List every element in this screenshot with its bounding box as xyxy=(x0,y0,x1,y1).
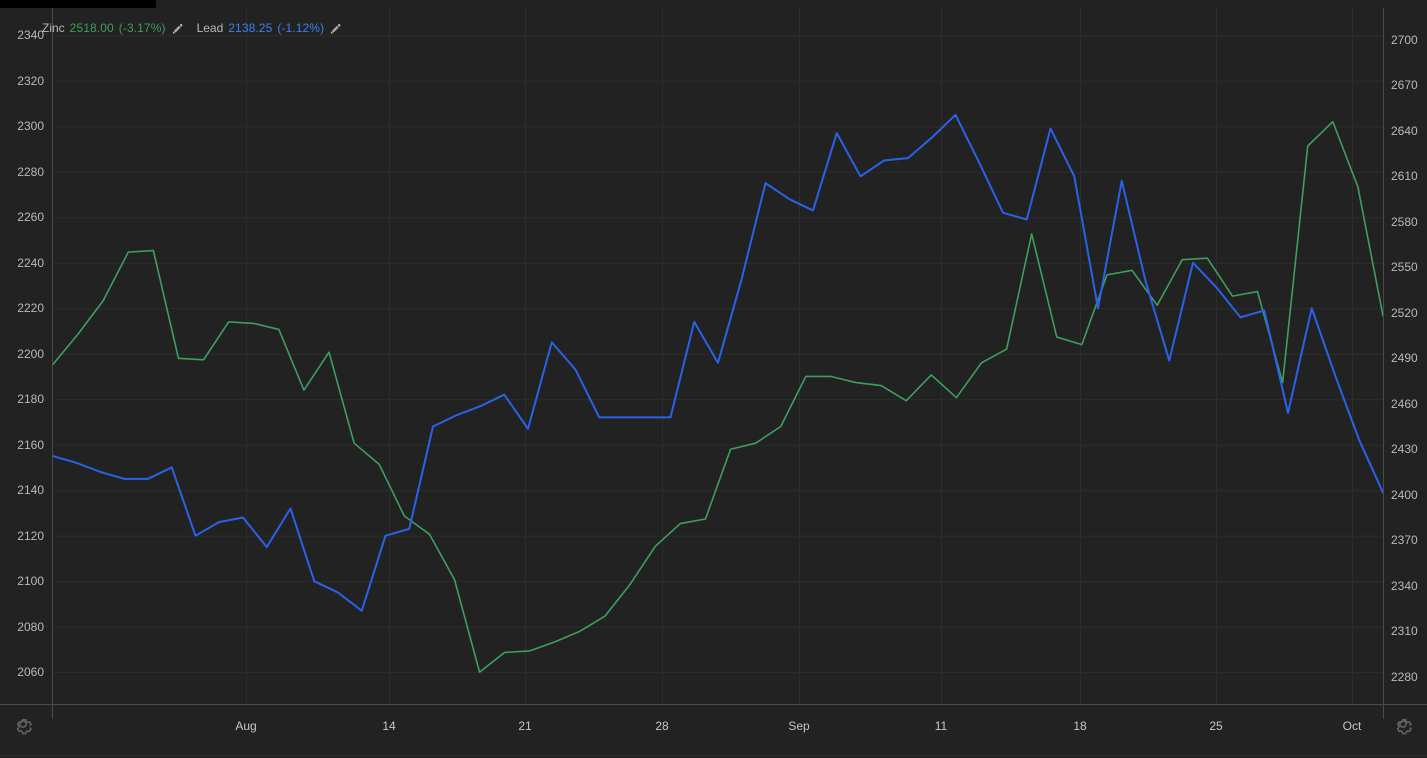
y-axis-left-tick: 2340 xyxy=(17,28,44,43)
y-axis-left-tick: 2140 xyxy=(17,483,44,498)
y-axis-right-tick: 2280 xyxy=(1391,669,1418,684)
x-axis-tick: 21 xyxy=(518,719,532,733)
legend-series-name-zinc: Zinc xyxy=(42,21,65,35)
gear-icon[interactable] xyxy=(12,713,34,735)
y-axis-left-tick: 2220 xyxy=(17,301,44,316)
x-axis-tick: Sep xyxy=(788,719,810,733)
window-bottom-frame xyxy=(0,755,1427,756)
y-axis-right-tick: 2610 xyxy=(1391,169,1418,184)
y-axis-left-tick: 2260 xyxy=(17,210,44,225)
y-axis-left-tick: 2120 xyxy=(17,528,44,543)
y-axis-left-tick: 2300 xyxy=(17,119,44,134)
legend-entry-zinc[interactable]: Zinc 2518.00 (-3.17%) xyxy=(42,19,183,37)
plot-right-border xyxy=(1383,8,1384,704)
x-axis-tick: 18 xyxy=(1073,719,1087,733)
plot-area[interactable] xyxy=(53,8,1383,704)
y-axis-right-tick: 2520 xyxy=(1391,305,1418,320)
y-axis-right-tick: 2430 xyxy=(1391,442,1418,457)
legend-series-value-lead: 2138.25 xyxy=(228,21,273,35)
y-axis-left-tick: 2280 xyxy=(17,164,44,179)
y-axis-left-tick: 2320 xyxy=(17,73,44,88)
pencil-icon[interactable] xyxy=(171,22,183,34)
legend-series-value-zinc: 2518.00 xyxy=(69,21,114,35)
x-axis-tick: Oct xyxy=(1342,719,1362,733)
y-axis-right-tick: 2550 xyxy=(1391,260,1418,275)
y-axis-right[interactable]: 2700 2670 2640 2610 2580 2550 2520 2490 2460 2430… xyxy=(1391,0,1427,704)
x-axis[interactable]: Aug 14 21 28 Sep 11 18 25 Oct xyxy=(0,704,1427,758)
legend-series-name-lead: Lead xyxy=(196,21,224,35)
y-axis-right-tick: 2370 xyxy=(1391,533,1418,548)
x-axis-tick: 14 xyxy=(382,719,396,733)
y-axis-right-tick: 2700 xyxy=(1391,32,1418,47)
y-axis-left-tick: 2060 xyxy=(17,665,44,680)
chart-legend: Zinc 2518.00 (-3.17%) Lead 2138.25 (-1.1… xyxy=(42,19,355,37)
x-axis-tick: 11 xyxy=(934,719,948,733)
series-line-lead xyxy=(53,113,1383,612)
y-axis-left-tick: 2200 xyxy=(17,346,44,361)
y-axis-left-tick: 2100 xyxy=(17,574,44,589)
plot-left-border xyxy=(52,8,53,704)
window-chrome-strip xyxy=(0,0,156,8)
legend-series-change-lead: (-1.12%) xyxy=(277,21,325,35)
y-axis-right-tick: 2340 xyxy=(1391,578,1418,593)
x-axis-tick: Aug xyxy=(235,719,257,733)
y-axis-right-tick: 2460 xyxy=(1391,396,1418,411)
plot-svg xyxy=(53,8,1383,704)
axis-stub-left xyxy=(52,705,53,719)
y-axis-right-tick: 2580 xyxy=(1391,214,1418,229)
y-axis-right-tick: 2670 xyxy=(1391,78,1418,93)
legend-series-change-zinc: (-3.17%) xyxy=(118,21,166,35)
legend-entry-lead[interactable]: Lead 2138.25 (-1.12%) xyxy=(197,19,342,37)
y-axis-right-tick: 2310 xyxy=(1391,624,1418,639)
y-axis-right-tick: 2400 xyxy=(1391,487,1418,502)
x-axis-tick: 28 xyxy=(655,719,669,733)
y-axis-right-tick: 2640 xyxy=(1391,123,1418,138)
y-axis-left-tick: 2160 xyxy=(17,437,44,452)
gear-icon[interactable] xyxy=(1392,713,1414,735)
gridlines xyxy=(53,8,1383,704)
y-axis-left-tick: 2080 xyxy=(17,619,44,634)
series-line-zinc xyxy=(53,120,1383,673)
series-lines xyxy=(53,113,1383,673)
y-axis-right-tick: 2490 xyxy=(1391,351,1418,366)
y-axis-left[interactable]: 2340 2320 2300 2280 2260 2240 2220 2200 2180 2160… xyxy=(0,0,44,704)
x-axis-tick: 25 xyxy=(1209,719,1223,733)
pencil-icon[interactable] xyxy=(329,22,341,34)
y-axis-left-tick: 2180 xyxy=(17,392,44,407)
y-axis-left-tick: 2240 xyxy=(17,255,44,270)
plot-bottom-border xyxy=(0,704,1427,705)
axis-stub-right xyxy=(1383,705,1384,719)
